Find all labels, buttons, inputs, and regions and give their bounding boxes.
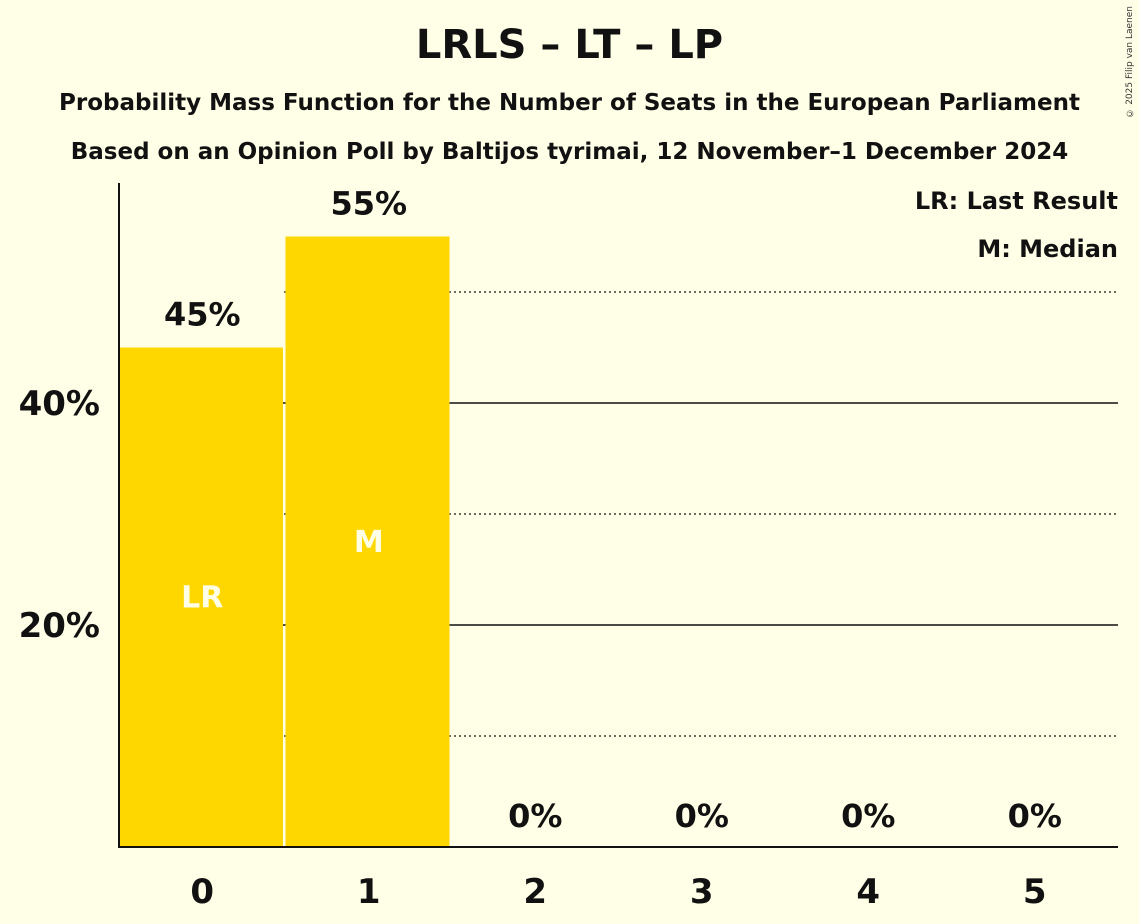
value-label: 55%: [330, 185, 407, 223]
legend: LR: Last Result M: Median: [915, 180, 1125, 268]
bar-mark-label: M: [354, 525, 384, 560]
bars: [119, 178, 1081, 847]
x-tick-label: 0: [190, 872, 214, 912]
legend-entry: M: Median: [977, 235, 1118, 263]
value-label: 0%: [1008, 797, 1062, 835]
bar-label-backdrop: [986, 793, 1081, 837]
legend-backdrop: [920, 180, 1125, 268]
bar-mark-label: LR: [181, 580, 223, 615]
value-label: 45%: [164, 296, 241, 334]
x-tick-label: 2: [523, 872, 547, 912]
y-tick-label: 20%: [19, 606, 100, 646]
bar-label-backdrop: [820, 793, 914, 837]
x-tick-label: 3: [690, 872, 714, 912]
value-labels: 45% LR 55% M 0% 0% 0% 0%: [164, 185, 1062, 836]
y-tick-label: 40%: [19, 384, 100, 424]
bar: [285, 236, 450, 847]
chart-subtitle-poll: Based on an Opinion Poll by Baltijos tyr…: [70, 139, 1069, 165]
x-tick-label: 1: [357, 872, 381, 912]
bar-label-backdrop: [119, 289, 283, 348]
chart-title: LRLS – LT – LP: [415, 22, 724, 68]
bar-label-backdrop: [653, 793, 748, 837]
value-label: 0%: [841, 797, 895, 835]
bar: [119, 347, 283, 847]
bar-label-backdrop: [285, 178, 450, 237]
x-tick-label: 4: [856, 872, 880, 912]
bar-label-backdrop: [487, 793, 581, 837]
axes: 20% 40% 0 1 2 3 4 5: [19, 183, 1118, 912]
x-tick-label: 5: [1023, 872, 1047, 912]
value-label: 0%: [675, 797, 729, 835]
chart-subtitle: Probability Mass Function for the Number…: [59, 90, 1080, 116]
legend-entry: LR: Last Result: [915, 187, 1118, 215]
value-label: 0%: [508, 797, 562, 835]
